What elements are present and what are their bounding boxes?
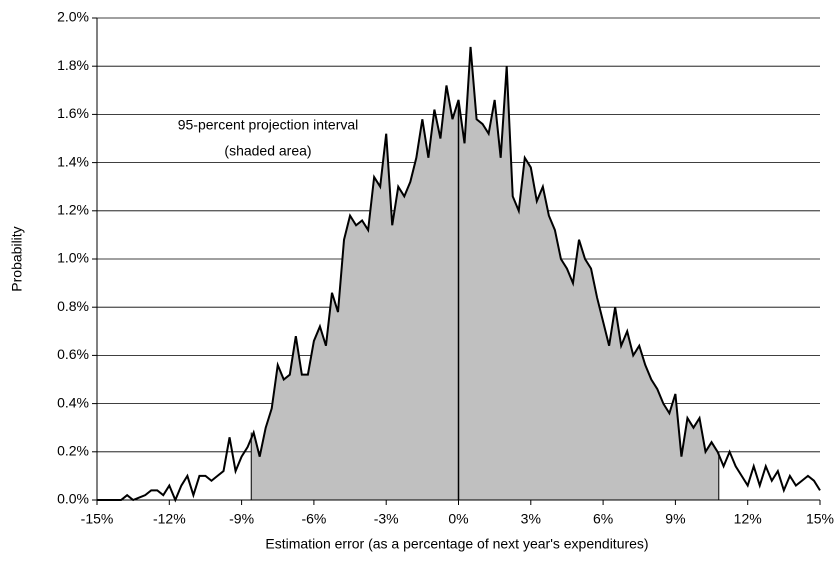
y-tick-label: 1.6% [57, 105, 89, 121]
annotation: (shaded area) [224, 143, 311, 159]
x-tick-label: 3% [521, 511, 541, 527]
x-tick-label: -12% [153, 511, 186, 527]
x-tick-label: -9% [229, 511, 254, 527]
annotation: 95-percent projection interval [178, 117, 359, 133]
line [97, 46, 821, 503]
y-tick-label: 0.8% [57, 298, 89, 314]
y-tick-label: 1.4% [57, 153, 89, 169]
y-tick-label: 0.2% [57, 443, 89, 459]
x-tick-label: 0% [448, 511, 468, 527]
x-axis-title: Estimation error (as a percentage of nex… [265, 536, 648, 552]
y-tick-label: 1.2% [57, 202, 89, 218]
x-tick-label: 6% [593, 511, 613, 527]
y-tick-label: 0.6% [57, 346, 89, 362]
x-tick-label: -6% [301, 511, 326, 527]
shaded-area [251, 46, 719, 500]
y-tick-label: 1.8% [57, 57, 89, 73]
x-tick-label: -15% [81, 511, 114, 527]
y-axis-title: Probability [9, 226, 25, 291]
y-tick-label: 0.0% [57, 491, 89, 507]
x-tick-label: 12% [734, 511, 762, 527]
x-tick-label: 15% [806, 511, 834, 527]
y-tick-label: 0.4% [57, 394, 89, 410]
y-tick-label: 1.0% [57, 250, 89, 266]
x-tick-label: 9% [665, 511, 685, 527]
x-tick-label: -3% [374, 511, 399, 527]
y-tick-label: 2.0% [57, 9, 89, 25]
